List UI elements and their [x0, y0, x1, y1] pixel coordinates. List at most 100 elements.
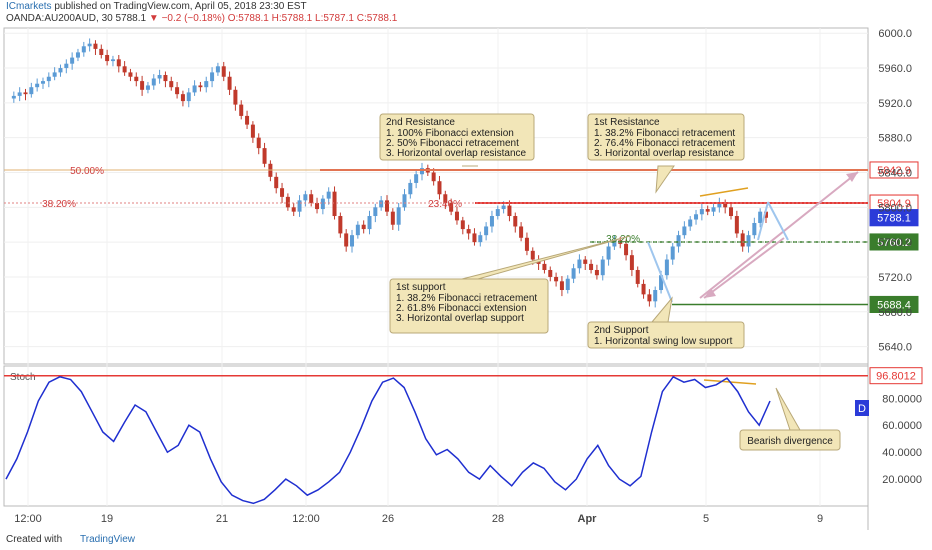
annotation-line: 1. 100% Fibonacci extension [386, 128, 514, 139]
price-tag-fill [869, 209, 919, 227]
tradingview-logo[interactable]: TradingView [80, 534, 136, 545]
candle-body [175, 87, 180, 95]
candle-body [711, 207, 716, 212]
candle-body [303, 194, 308, 201]
candle-body [688, 219, 693, 227]
candle-body [344, 233, 349, 247]
candle-body [717, 202, 722, 208]
annotation-box-sup1 [389, 278, 549, 334]
candle-body [58, 68, 63, 73]
candle-body [484, 226, 489, 236]
candle-body [227, 76, 232, 90]
candle-body [245, 115, 250, 125]
candle-body [699, 209, 704, 215]
candle-body [145, 85, 150, 90]
stoch-level-tag [869, 367, 923, 385]
candle-body [204, 81, 209, 88]
candle-body [180, 94, 185, 102]
candle-body [495, 209, 500, 217]
candle-body [594, 269, 599, 276]
candle-body [443, 194, 448, 203]
d-badge [855, 400, 869, 416]
price-tick-label: 5640.0 [878, 342, 912, 354]
annotation-line: 3. Horizontal overlap resistance [594, 148, 735, 159]
candle-body [40, 81, 45, 84]
candle-body [93, 43, 98, 49]
candle-body [29, 87, 34, 95]
fib-label: 38.20% [606, 234, 640, 245]
candle-body [414, 174, 419, 183]
price-chart[interactable]: 5842.9 5804.9 5788.1 5760.2 5688.4 50.00% 38.2… [0, 26, 932, 530]
candle-body [233, 89, 238, 105]
time-tick-label: 28 [492, 513, 504, 525]
stoch-tick-label: 20.0000 [882, 474, 922, 486]
candle-body [489, 216, 494, 227]
candle-body [676, 235, 681, 247]
price-tag-label: 5688.4 [877, 299, 911, 311]
price-tick-label: 5840.0 [878, 167, 912, 179]
price-tick-label: 5800.0 [878, 202, 912, 214]
candle-body [291, 207, 296, 212]
price-tick-label: 5720.0 [878, 272, 912, 284]
candle-body [705, 209, 710, 212]
projection-arrow-up [699, 171, 859, 299]
candle-body [355, 224, 360, 236]
candle-body [110, 59, 115, 62]
candle-body [589, 263, 594, 270]
time-tick-label: 12:00 [292, 513, 320, 525]
fib-label: 38.20% [42, 199, 76, 210]
candle-body [262, 148, 267, 164]
path-arrow-blue [647, 241, 673, 303]
candle-body [385, 200, 389, 212]
candle-body [367, 216, 372, 230]
candle-body [192, 85, 197, 93]
annotation-line: 1. 38.2% Fibonacci retracement [594, 128, 735, 139]
candle-body [554, 276, 559, 282]
candle-body [659, 275, 664, 291]
candle-body [99, 48, 104, 55]
candle-body [542, 263, 547, 270]
time-tick-label: 21 [216, 513, 228, 525]
candle-body [670, 246, 675, 260]
time-tick-label: 19 [101, 513, 113, 525]
author-name[interactable]: ICmarkets [6, 1, 52, 12]
candle-body [140, 81, 145, 90]
candle-body [157, 75, 162, 79]
candle-body [87, 43, 92, 47]
price-tick-label: 5760.0 [878, 237, 912, 249]
candle-body [285, 196, 290, 208]
candle-body [163, 75, 168, 82]
candle-body [694, 214, 699, 220]
candle-body [449, 202, 454, 212]
candle-body [46, 76, 51, 82]
candle-body [431, 172, 436, 182]
candle-body [309, 194, 314, 203]
candle-body [612, 240, 617, 247]
price-tick-label: 5960.0 [878, 63, 912, 75]
price-tag-label: 5760.2 [877, 237, 911, 249]
time-tick-label: 9 [817, 513, 823, 525]
chart-header: ICmarkets published on TradingView.com, … [0, 0, 932, 26]
price-tag-label: 5804.9 [877, 198, 911, 210]
annotation-line: 3. Horizontal overlap support [396, 313, 524, 324]
candle-body [472, 233, 477, 243]
candle-body [664, 259, 669, 276]
candle-body [332, 191, 337, 217]
fib-label: 50.00% [70, 166, 104, 177]
annotation-pointer [655, 165, 675, 194]
fib-label: 23.40% [428, 199, 462, 210]
candle-body [390, 211, 395, 225]
candle-body [326, 191, 331, 199]
candle-body [478, 235, 483, 243]
stoch-line [5, 375, 771, 505]
candle-body [454, 211, 459, 221]
candle-body [629, 255, 634, 270]
annotation-title: 2nd Resistance [386, 117, 455, 128]
candle-body [186, 92, 191, 102]
footer: Created with TradingView [0, 530, 932, 550]
price-tag-fill [869, 233, 919, 251]
annotation-line: 1. Horizontal swing low support [594, 336, 733, 347]
candle-body [501, 205, 506, 210]
candle-body [361, 224, 366, 230]
candle-body [116, 59, 121, 67]
